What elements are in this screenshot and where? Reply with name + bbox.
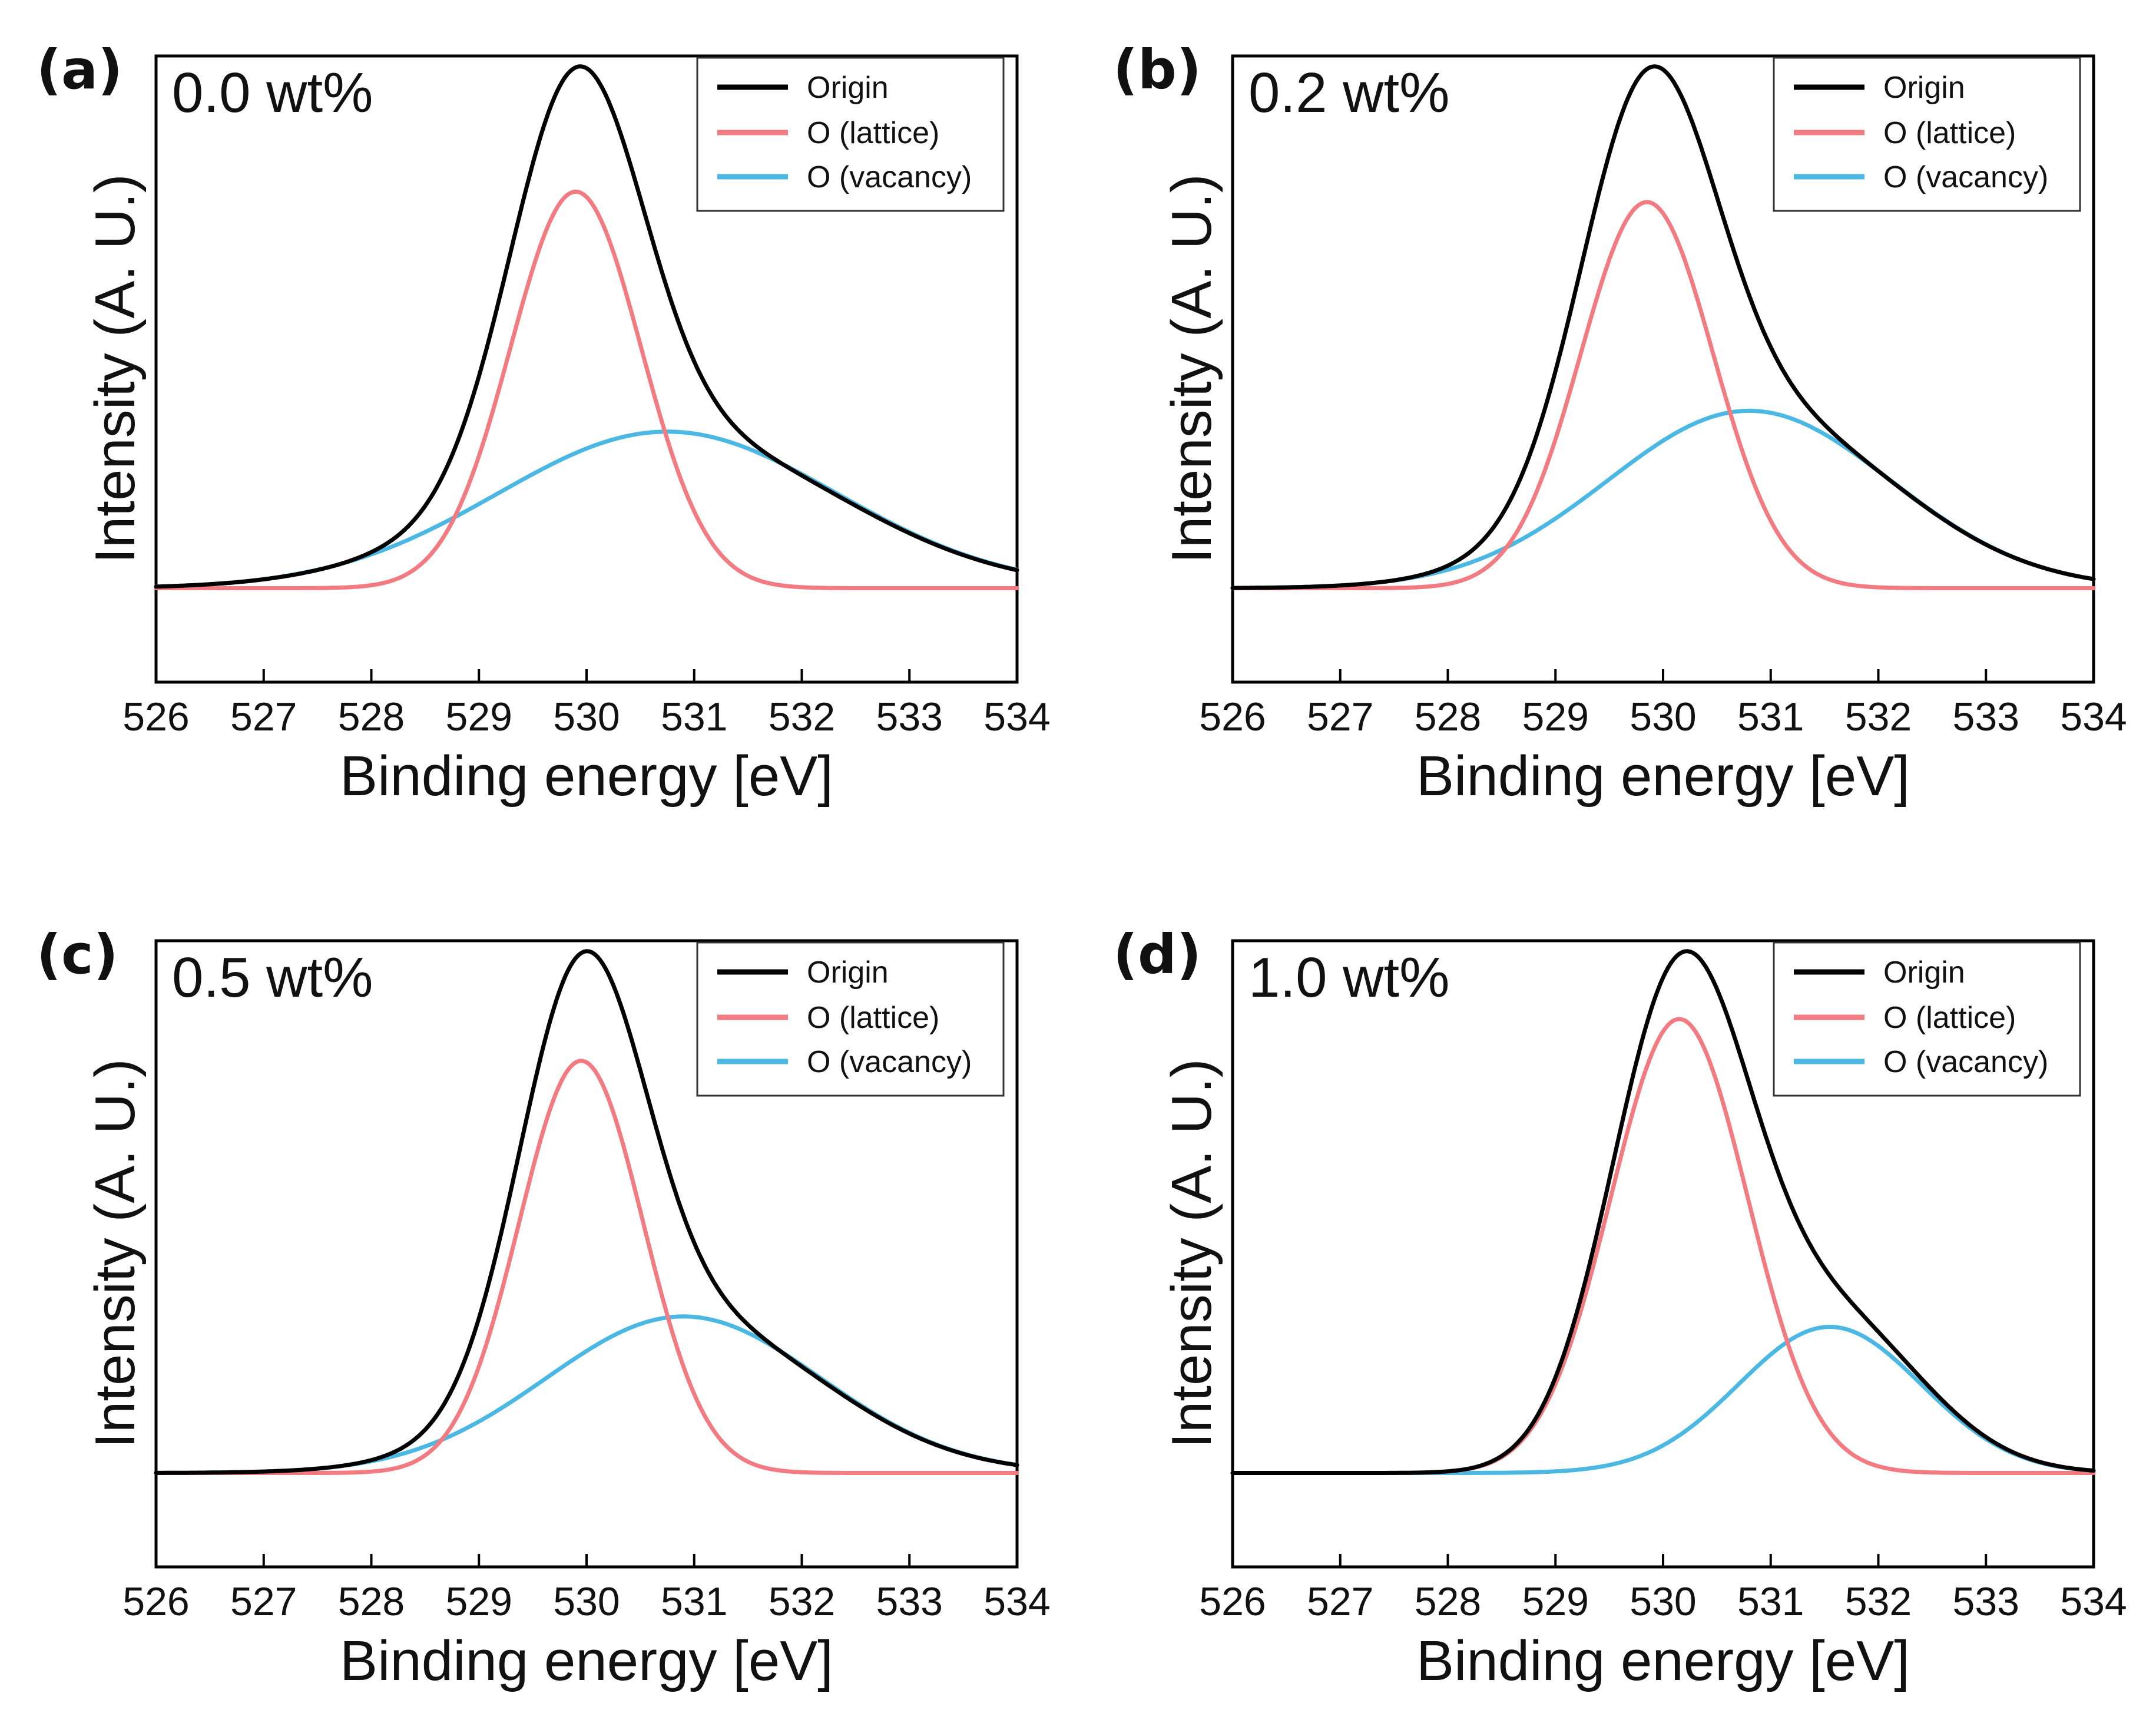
x-tick-label: 528 bbox=[338, 695, 405, 739]
x-tick-label: 530 bbox=[1630, 1579, 1696, 1624]
x-tick-label: 532 bbox=[769, 695, 835, 739]
x-tick-label: 530 bbox=[553, 1579, 620, 1624]
panel-a: (a) 0.0 wt% 526 527 528 529 530 531 532 533 534 … bbox=[37, 38, 1051, 808]
panel-c: (c) 0.5 wt% 526 527 528 529 530 531 532 533 534 … bbox=[37, 923, 1051, 1692]
legend-d: Origin O (lattice) O (vacancy) bbox=[1773, 941, 2081, 1097]
x-tick-label: 528 bbox=[1415, 695, 1481, 739]
x-tick-label: 526 bbox=[122, 1579, 189, 1624]
legend-label-origin: Origin bbox=[807, 955, 889, 990]
panel-label-b: (b) bbox=[1113, 38, 1201, 101]
series-origin bbox=[154, 64, 1019, 589]
x-tick-label: 534 bbox=[983, 1579, 1050, 1624]
x-tick-label: 529 bbox=[446, 1579, 512, 1624]
panel-b: (b) 0.2 wt% 526 527 528 529 530 531 532 533 534 … bbox=[1113, 38, 2127, 808]
x-tick-label: 527 bbox=[230, 1579, 297, 1624]
series-origin bbox=[154, 949, 1019, 1475]
x-tick-label: 532 bbox=[1845, 695, 1912, 739]
x-tick-label: 528 bbox=[338, 1579, 405, 1624]
legend-label-vacancy: O (vacancy) bbox=[1883, 160, 2048, 194]
x-tick-label: 534 bbox=[983, 695, 1050, 739]
x-ticks-b: 526 527 528 529 530 531 532 533 534 bbox=[1199, 669, 2127, 739]
series-lattice bbox=[154, 1059, 1019, 1475]
concentration-label-a: 0.0 wt% bbox=[172, 61, 373, 124]
concentration-label-c: 0.5 wt% bbox=[172, 946, 373, 1009]
x-tick-label: 533 bbox=[876, 1579, 943, 1624]
x-tick-label: 530 bbox=[1630, 695, 1696, 739]
x-tick-label: 527 bbox=[1307, 695, 1373, 739]
legend-label-vacancy: O (vacancy) bbox=[1883, 1045, 2048, 1079]
x-tick-label: 531 bbox=[1737, 695, 1804, 739]
x-tick-label: 532 bbox=[769, 1579, 835, 1624]
series-vacancy bbox=[1230, 1325, 2096, 1475]
x-ticks-c: 526 527 528 529 530 531 532 533 534 bbox=[122, 1554, 1051, 1624]
x-tick-label: 533 bbox=[1953, 1579, 2019, 1624]
legend-b: Origin O (lattice) O (vacancy) bbox=[1773, 57, 2081, 212]
x-axis-label-b: Binding energy [eV] bbox=[1416, 745, 1910, 808]
legend-label-vacancy: O (vacancy) bbox=[807, 160, 972, 194]
legend-a: Origin O (lattice) O (vacancy) bbox=[696, 57, 1005, 212]
legend-c: Origin O (lattice) O (vacancy) bbox=[696, 941, 1005, 1097]
x-tick-label: 527 bbox=[1307, 1579, 1373, 1624]
y-axis-label-d: Intensity (A. U.) bbox=[1160, 1059, 1223, 1449]
x-axis-label-c: Binding energy [eV] bbox=[340, 1629, 833, 1692]
x-tick-label: 530 bbox=[553, 695, 620, 739]
panel-d: (d) 1.0 wt% 526 527 528 529 530 531 532 533 534 … bbox=[1113, 923, 2127, 1692]
x-tick-label: 534 bbox=[2060, 695, 2127, 739]
legend-label-lattice: O (lattice) bbox=[1883, 1001, 2016, 1035]
legend-label-origin: Origin bbox=[1883, 955, 1965, 990]
x-tick-label: 526 bbox=[1199, 1579, 1266, 1624]
x-tick-label: 528 bbox=[1415, 1579, 1481, 1624]
x-tick-label: 533 bbox=[876, 695, 943, 739]
legend-label-origin: Origin bbox=[1883, 71, 1965, 105]
panel-label-c: (c) bbox=[37, 923, 118, 986]
concentration-label-d: 1.0 wt% bbox=[1248, 946, 1449, 1009]
y-axis-label-c: Intensity (A. U.) bbox=[84, 1059, 147, 1449]
x-tick-label: 533 bbox=[1953, 695, 2019, 739]
x-axis-label-d: Binding energy [eV] bbox=[1416, 1629, 1910, 1692]
x-tick-label: 531 bbox=[661, 695, 727, 739]
panel-label-a: (a) bbox=[37, 38, 122, 101]
legend-label-vacancy: O (vacancy) bbox=[807, 1045, 972, 1079]
y-axis-label-a: Intensity (A. U.) bbox=[84, 174, 147, 564]
curves-c bbox=[154, 949, 1019, 1475]
x-tick-label: 529 bbox=[446, 695, 512, 739]
x-tick-label: 531 bbox=[1737, 1579, 1804, 1624]
curves-b bbox=[1230, 64, 2096, 590]
x-axis-label-a: Binding energy [eV] bbox=[340, 745, 833, 808]
x-tick-label: 529 bbox=[1522, 695, 1589, 739]
curves-a bbox=[154, 64, 1019, 590]
legend-label-lattice: O (lattice) bbox=[807, 1001, 939, 1035]
curves-d bbox=[1230, 949, 2096, 1475]
series-vacancy bbox=[154, 429, 1019, 589]
x-tick-label: 534 bbox=[2060, 1579, 2127, 1624]
x-ticks-d: 526 527 528 529 530 531 532 533 534 bbox=[1199, 1554, 2127, 1624]
x-tick-label: 532 bbox=[1845, 1579, 1912, 1624]
series-lattice bbox=[154, 189, 1019, 590]
y-axis-label-b: Intensity (A. U.) bbox=[1160, 174, 1223, 564]
x-tick-label: 526 bbox=[122, 695, 189, 739]
legend-label-origin: Origin bbox=[807, 71, 889, 105]
legend-label-lattice: O (lattice) bbox=[1883, 116, 2016, 150]
panel-label-d: (d) bbox=[1113, 923, 1201, 986]
concentration-label-b: 0.2 wt% bbox=[1248, 61, 1449, 124]
x-tick-label: 531 bbox=[661, 1579, 727, 1624]
legend-label-lattice: O (lattice) bbox=[807, 116, 939, 150]
x-tick-label: 526 bbox=[1199, 695, 1266, 739]
series-vacancy bbox=[1230, 408, 2096, 590]
series-vacancy bbox=[154, 1314, 1019, 1475]
series-origin bbox=[1230, 949, 2096, 1475]
x-ticks-a: 526 527 528 529 530 531 532 533 534 bbox=[122, 669, 1051, 739]
x-tick-label: 529 bbox=[1522, 1579, 1589, 1624]
x-tick-label: 527 bbox=[230, 695, 297, 739]
series-origin bbox=[1230, 64, 2096, 590]
series-lattice bbox=[1230, 200, 2096, 590]
